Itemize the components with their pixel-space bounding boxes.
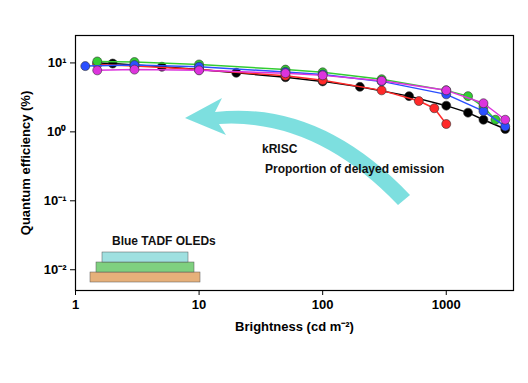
svg-text:1000: 1000	[432, 297, 461, 312]
svg-text:10: 10	[192, 297, 206, 312]
svg-text:10⁻¹: 10⁻¹	[44, 193, 67, 208]
html-text:Blue TADF OLEDs: Blue TADF OLEDs	[112, 234, 216, 248]
svg-text:10¹: 10¹	[48, 55, 67, 70]
svg-text:Brightness (cd m⁻²): Brightness (cd m⁻²)	[235, 319, 354, 334]
html-text:Proportion of delayed emission: Proportion of delayed emission	[265, 162, 445, 176]
svg-text:10⁰: 10⁰	[47, 124, 66, 139]
svg-text:100: 100	[312, 297, 334, 312]
html-text:kRISC: kRISC	[262, 142, 298, 156]
svg-text:10⁻²: 10⁻²	[44, 262, 67, 277]
svg-text:1: 1	[72, 297, 79, 312]
svg-text:Quantum efficiency (%): Quantum efficiency (%)	[18, 91, 33, 235]
